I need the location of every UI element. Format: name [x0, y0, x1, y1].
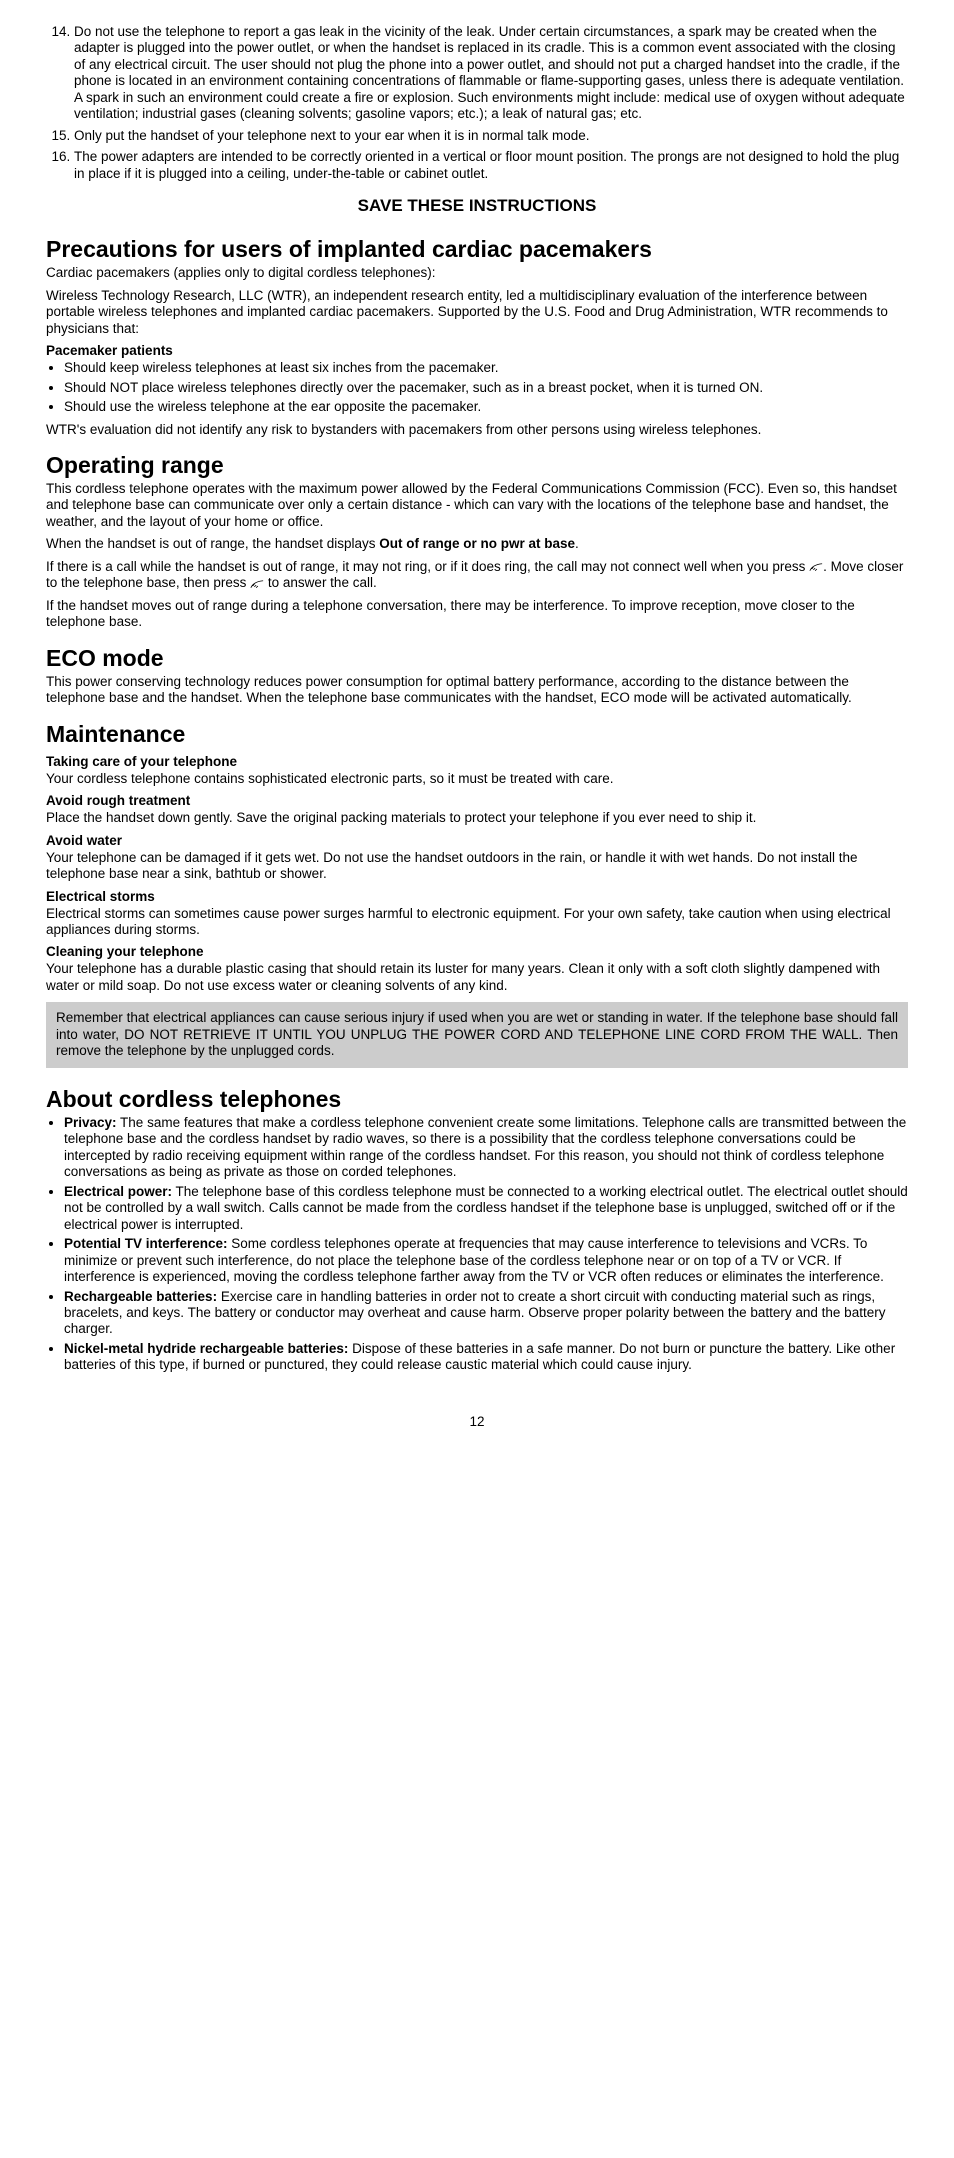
- bold-display-text: Out of range or no pwr at base: [379, 536, 575, 551]
- list-item: Do not use the telephone to report a gas…: [74, 24, 908, 123]
- page-number: 12: [46, 1414, 908, 1429]
- save-instructions-heading: SAVE THESE INSTRUCTIONS: [46, 196, 908, 216]
- pacemaker-bullets: Should keep wireless telephones at least…: [46, 360, 908, 415]
- about-bullets: Privacy: The same features that make a c…: [46, 1115, 908, 1374]
- list-item: Rechargeable batteries: Exercise care in…: [64, 1289, 908, 1338]
- subheading: Avoid water: [46, 833, 908, 848]
- body-text: Cardiac pacemakers (applies only to digi…: [46, 265, 908, 281]
- list-item: Privacy: The same features that make a c…: [64, 1115, 908, 1181]
- phone-key-icon: [250, 579, 264, 590]
- body-text: If there is a call while the handset is …: [46, 559, 908, 592]
- list-item: Should NOT place wireless telephones dir…: [64, 380, 908, 396]
- body-text: Your cordless telephone contains sophist…: [46, 771, 908, 787]
- list-item: Only put the handset of your telephone n…: [74, 128, 908, 144]
- precautions-heading: Precautions for users of implanted cardi…: [46, 236, 908, 263]
- document-page: Do not use the telephone to report a gas…: [0, 0, 954, 1469]
- body-text: Wireless Technology Research, LLC (WTR),…: [46, 288, 908, 337]
- operating-range-heading: Operating range: [46, 452, 908, 479]
- body-text: Your telephone can be damaged if it gets…: [46, 850, 908, 883]
- list-item: Should keep wireless telephones at least…: [64, 360, 908, 376]
- body-text: If the handset moves out of range during…: [46, 598, 908, 631]
- phone-key-icon: [809, 562, 823, 573]
- body-text: This power conserving technology reduces…: [46, 674, 908, 707]
- body-text: This cordless telephone operates with th…: [46, 481, 908, 530]
- pacemaker-subheading: Pacemaker patients: [46, 343, 908, 358]
- body-text: Your telephone has a durable plastic cas…: [46, 961, 908, 994]
- bullet-label: Electrical power:: [64, 1184, 172, 1199]
- water-warning-box: Remember that electrical appliances can …: [46, 1002, 908, 1067]
- list-item: Nickel-metal hydride rechargeable batter…: [64, 1341, 908, 1374]
- bullet-label: Rechargeable batteries:: [64, 1289, 217, 1304]
- list-item: The power adapters are intended to be co…: [74, 149, 908, 182]
- subheading: Avoid rough treatment: [46, 793, 908, 808]
- body-text: Electrical storms can sometimes cause po…: [46, 906, 908, 939]
- list-item: Electrical power: The telephone base of …: [64, 1184, 908, 1233]
- numbered-safety-list: Do not use the telephone to report a gas…: [46, 24, 908, 182]
- list-item: Potential TV interference: Some cordless…: [64, 1236, 908, 1285]
- bullet-label: Potential TV interference:: [64, 1236, 228, 1251]
- bullet-label: Privacy:: [64, 1115, 117, 1130]
- subheading: Electrical storms: [46, 889, 908, 904]
- subheading: Taking care of your telephone: [46, 754, 908, 769]
- body-text: Place the handset down gently. Save the …: [46, 810, 908, 826]
- body-text: When the handset is out of range, the ha…: [46, 536, 908, 552]
- maintenance-heading: Maintenance: [46, 721, 908, 748]
- subheading: Cleaning your telephone: [46, 944, 908, 959]
- body-text: WTR's evaluation did not identify any ri…: [46, 422, 908, 438]
- list-item: Should use the wireless telephone at the…: [64, 399, 908, 415]
- about-cordless-heading: About cordless telephones: [46, 1086, 908, 1113]
- eco-mode-heading: ECO mode: [46, 645, 908, 672]
- bullet-label: Nickel-metal hydride rechargeable batter…: [64, 1341, 348, 1356]
